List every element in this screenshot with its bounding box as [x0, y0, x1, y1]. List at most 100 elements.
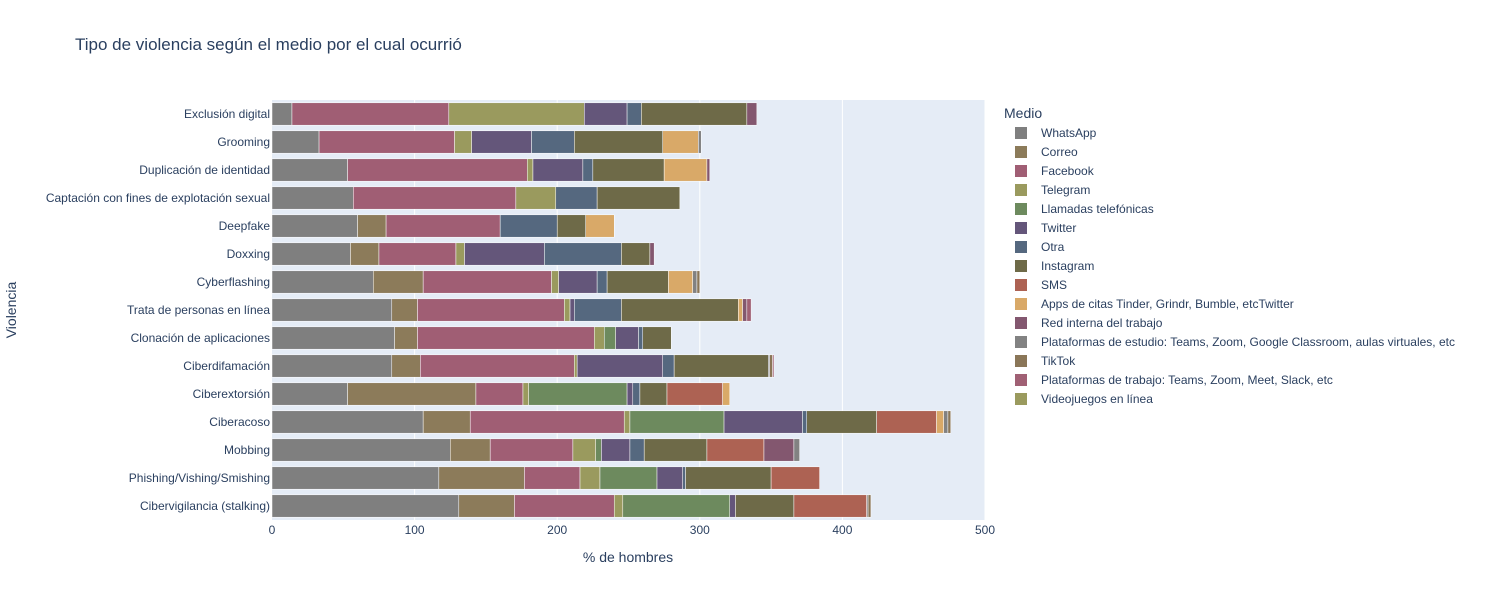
bar-segment-6-0[interactable]: [271, 270, 374, 294]
bar-segment-12-4[interactable]: [595, 438, 602, 462]
bar-segment-14-5[interactable]: [729, 494, 736, 518]
legend-swatch-5[interactable]: [1015, 222, 1027, 234]
bar-segment-0-6[interactable]: [626, 102, 642, 126]
legend-label-14[interactable]: Videojuegos en línea: [1041, 392, 1153, 406]
bar-segment-10-8[interactable]: [666, 382, 723, 406]
bar-segment-14-8[interactable]: [793, 494, 867, 518]
bar-segment-3-2[interactable]: [353, 186, 517, 210]
bar-segment-5-2[interactable]: [378, 242, 457, 266]
bar-segment-4-9[interactable]: [585, 214, 615, 238]
bar-segment-14-0[interactable]: [271, 494, 460, 518]
bar-segment-9-0[interactable]: [271, 354, 393, 378]
bar-segment-1-9[interactable]: [662, 130, 699, 154]
bar-segment-6-1[interactable]: [372, 270, 424, 294]
bar-segment-3-0[interactable]: [271, 186, 354, 210]
bar-segment-2-7[interactable]: [592, 158, 665, 182]
legend-label-13[interactable]: Plataformas de trabajo: Teams, Zoom, Mee…: [1041, 373, 1333, 387]
bar-segment-1-7[interactable]: [574, 130, 663, 154]
legend-label-8[interactable]: SMS: [1041, 278, 1067, 292]
bar-segment-11-12[interactable]: [947, 410, 952, 434]
bar-segment-8-3[interactable]: [594, 326, 605, 350]
legend-label-5[interactable]: Twitter: [1041, 221, 1076, 235]
bar-segment-10-3[interactable]: [522, 382, 529, 406]
bar-segment-10-5[interactable]: [626, 382, 634, 406]
bar-segment-11-6[interactable]: [802, 410, 807, 434]
bar-segment-12-0[interactable]: [271, 438, 451, 462]
bar-segment-4-7[interactable]: [556, 214, 586, 238]
bar-segment-2-5[interactable]: [532, 158, 584, 182]
bar-segment-7-1[interactable]: [391, 298, 418, 322]
bar-segment-9-6[interactable]: [662, 354, 675, 378]
bar-segment-10-0[interactable]: [271, 382, 348, 406]
bar-segment-13-1[interactable]: [438, 466, 525, 490]
bar-segment-12-5[interactable]: [601, 438, 631, 462]
bar-segment-7-10[interactable]: [742, 298, 748, 322]
bar-segment-13-6[interactable]: [682, 466, 686, 490]
bar-segment-11-3[interactable]: [623, 410, 631, 434]
bar-segment-13-3[interactable]: [579, 466, 601, 490]
bar-segment-12-11[interactable]: [793, 438, 800, 462]
bar-segment-2-3[interactable]: [527, 158, 534, 182]
legend-swatch-8[interactable]: [1015, 279, 1027, 291]
bar-segment-12-10[interactable]: [763, 438, 795, 462]
bar-segment-0-10[interactable]: [746, 102, 758, 126]
legend-swatch-1[interactable]: [1015, 146, 1027, 158]
bar-segment-12-3[interactable]: [572, 438, 596, 462]
bar-segment-5-3[interactable]: [455, 242, 465, 266]
bar-segment-13-8[interactable]: [770, 466, 820, 490]
bar-segment-13-2[interactable]: [524, 466, 581, 490]
bar-segment-5-7[interactable]: [621, 242, 651, 266]
bar-segment-13-4[interactable]: [599, 466, 658, 490]
bar-segment-9-1[interactable]: [391, 354, 421, 378]
bar-segment-2-0[interactable]: [271, 158, 348, 182]
bar-segment-8-2[interactable]: [417, 326, 595, 350]
bar-segment-11-9[interactable]: [936, 410, 944, 434]
bar-segment-2-6[interactable]: [582, 158, 594, 182]
bar-segment-0-2[interactable]: [291, 102, 450, 126]
bar-segment-0-3[interactable]: [448, 102, 585, 126]
legend-label-3[interactable]: Telegram: [1041, 183, 1090, 197]
bar-segment-12-2[interactable]: [489, 438, 574, 462]
legend-label-11[interactable]: Plataformas de estudio: Teams, Zoom, Goo…: [1041, 335, 1455, 349]
bar-segment-8-0[interactable]: [271, 326, 395, 350]
legend-swatch-7[interactable]: [1015, 260, 1027, 272]
bar-segment-1-6[interactable]: [531, 130, 575, 154]
bar-segment-9-3[interactable]: [574, 354, 578, 378]
bar-segment-6-11[interactable]: [692, 270, 698, 294]
bar-segment-4-2[interactable]: [385, 214, 501, 238]
bar-segment-6-7[interactable]: [606, 270, 669, 294]
bar-segment-7-3[interactable]: [564, 298, 571, 322]
bar-segment-11-0[interactable]: [271, 410, 424, 434]
bar-segment-6-3[interactable]: [551, 270, 559, 294]
bar-segment-1-3[interactable]: [454, 130, 472, 154]
bar-segment-12-6[interactable]: [629, 438, 645, 462]
bar-segment-12-1[interactable]: [450, 438, 491, 462]
bar-segment-2-10[interactable]: [706, 158, 711, 182]
bar-segment-5-1[interactable]: [350, 242, 380, 266]
bar-segment-6-12[interactable]: [696, 270, 701, 294]
legend-swatch-14[interactable]: [1015, 393, 1027, 405]
bar-segment-13-5[interactable]: [656, 466, 683, 490]
bar-segment-0-0[interactable]: [271, 102, 293, 126]
bar-segment-8-4[interactable]: [604, 326, 616, 350]
bar-segment-10-7[interactable]: [639, 382, 668, 406]
bar-segment-4-6[interactable]: [499, 214, 558, 238]
bar-segment-2-2[interactable]: [347, 158, 528, 182]
legend-swatch-2[interactable]: [1015, 165, 1027, 177]
legend-label-7[interactable]: Instagram: [1041, 259, 1094, 273]
bar-segment-7-7[interactable]: [621, 298, 739, 322]
legend-swatch-0[interactable]: [1015, 127, 1027, 139]
bar-segment-5-10[interactable]: [649, 242, 655, 266]
legend-label-9[interactable]: Apps de citas Tinder, Grindr, Bumble, et…: [1041, 297, 1294, 311]
bar-segment-8-6[interactable]: [638, 326, 644, 350]
bar-segment-11-5[interactable]: [723, 410, 803, 434]
bar-segment-7-0[interactable]: [271, 298, 393, 322]
bar-segment-14-4[interactable]: [622, 494, 730, 518]
legend-label-4[interactable]: Llamadas telefónicas: [1041, 202, 1154, 216]
bar-segment-14-2[interactable]: [514, 494, 615, 518]
bar-segment-9-12[interactable]: [769, 354, 773, 378]
bar-segment-12-8[interactable]: [706, 438, 765, 462]
bar-segment-1-0[interactable]: [271, 130, 320, 154]
bar-segment-7-5[interactable]: [569, 298, 575, 322]
legend-swatch-4[interactable]: [1015, 203, 1027, 215]
